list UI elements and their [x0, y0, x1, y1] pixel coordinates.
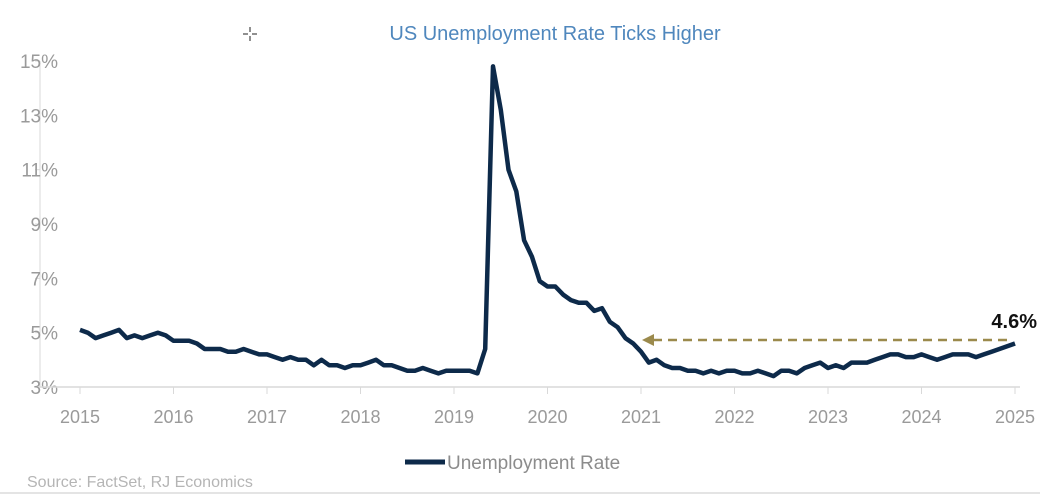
x-tick-label: 2019	[434, 407, 474, 427]
x-tick-label: 2017	[247, 407, 287, 427]
y-tick-label: 13%	[20, 106, 58, 127]
x-tick-label: 2022	[714, 407, 754, 427]
x-tick-label: 2023	[808, 407, 848, 427]
cursor-crosshair-icon	[243, 27, 257, 41]
source-note: Source: FactSet, RJ Economics	[27, 474, 253, 491]
x-tick-label: 2025	[995, 407, 1035, 427]
y-axis: 3% 5% 7% 9% 11% 13% 15%	[20, 52, 58, 399]
y-tick-label: 7%	[31, 269, 59, 290]
y-tick-label: 11%	[21, 161, 58, 182]
x-tick-label: 2021	[621, 407, 661, 427]
x-tick-label: 2024	[901, 407, 941, 427]
x-tick-label: 2016	[153, 407, 193, 427]
y-tick-label: 3%	[31, 378, 59, 399]
series-layer	[79, 64, 1016, 379]
annotation-label: 4.6%	[991, 311, 1037, 333]
chart-title: US Unemployment Rate Ticks Higher	[389, 23, 721, 45]
y-tick-label: 5%	[31, 324, 59, 345]
x-axis: 2015 2016 2017 2018 2019 2020 2021 2022 2023 2024…	[40, 386, 1035, 427]
annotation-layer: 4.6%	[642, 311, 1037, 346]
x-tick-label: 2018	[340, 407, 380, 427]
series-line-unemployment-rate	[79, 64, 1016, 379]
y-tick-label: 9%	[31, 215, 59, 236]
x-tick-label: 2020	[527, 407, 567, 427]
legend-label: Unemployment Rate	[447, 453, 620, 474]
x-tick-label: 2015	[60, 407, 100, 427]
y-tick-label: 15%	[20, 52, 58, 73]
annotation-arrow-icon	[642, 334, 654, 346]
legend: Unemployment Rate	[405, 453, 620, 474]
